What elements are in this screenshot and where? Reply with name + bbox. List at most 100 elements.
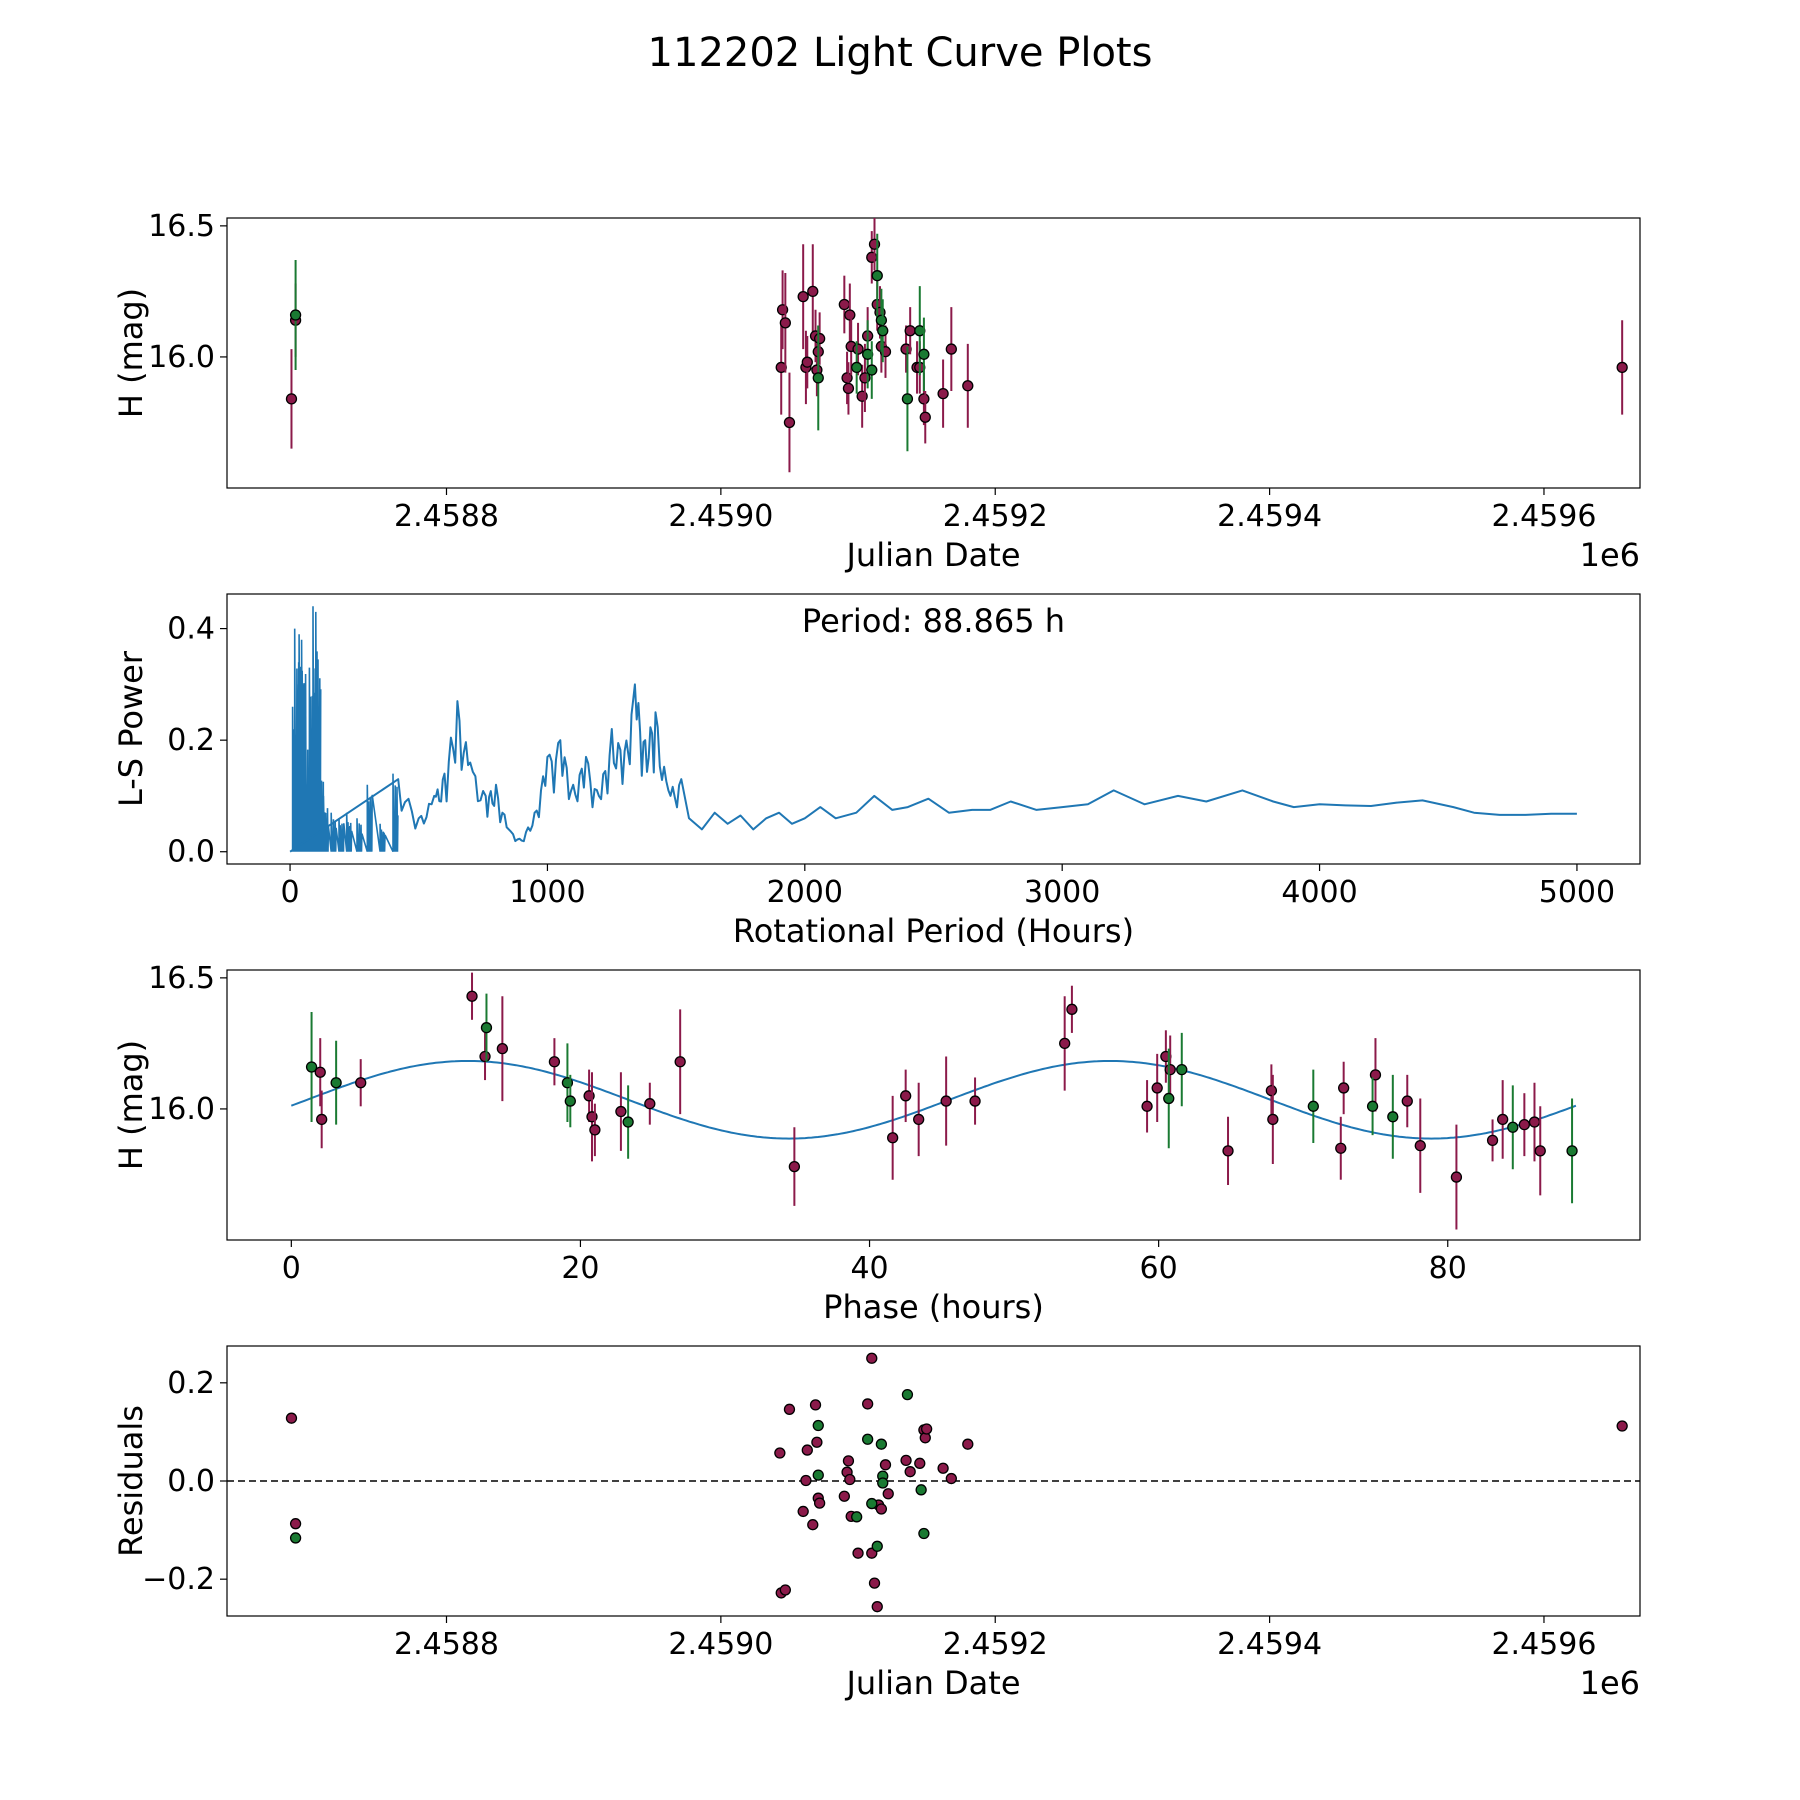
x-axis-label: Julian Date: [844, 536, 1020, 574]
data-point-magenta: [589, 1124, 601, 1136]
data-point-green: [901, 393, 914, 405]
data-point-magenta: [285, 1412, 298, 1424]
x-tick-label: 2.4594: [1217, 499, 1322, 534]
data-point-magenta: [844, 1473, 856, 1486]
data-point-magenta: [919, 411, 931, 423]
y-tick-label: 0.2: [167, 723, 215, 758]
data-point-magenta: [813, 1497, 826, 1509]
data-point-green: [305, 1061, 318, 1073]
data-point-green: [851, 361, 863, 374]
data-point-magenta: [852, 343, 864, 355]
x-tick-label: 20: [561, 1251, 599, 1286]
data-point-green: [851, 1511, 863, 1523]
data-point-magenta: [914, 1457, 926, 1469]
data-point-magenta: [289, 1518, 302, 1530]
y-tick-label: 0.0: [167, 1464, 215, 1499]
y-axis-label: H (mag): [112, 1040, 150, 1170]
data-point-magenta: [788, 1160, 801, 1173]
data-point-magenta: [887, 1132, 899, 1144]
x-tick-label: 2.4592: [943, 499, 1048, 534]
data-point-magenta: [809, 1399, 822, 1411]
x-tick-label: 2.4588: [394, 1627, 499, 1662]
data-point-magenta: [852, 1547, 864, 1559]
data-point-magenta: [904, 1466, 916, 1478]
data-point-magenta: [868, 1577, 881, 1589]
data-point-magenta: [355, 1077, 367, 1089]
x-tick-label: 2.4592: [943, 1627, 1048, 1662]
data-point-magenta: [1528, 1116, 1541, 1128]
data-point-green: [901, 1388, 914, 1401]
x-tick-label: 0: [281, 875, 300, 910]
data-point-magenta: [779, 1584, 791, 1596]
data-point-magenta: [1265, 1084, 1278, 1097]
x-tick-label: 60: [1140, 1251, 1178, 1286]
data-point-magenta: [1486, 1134, 1499, 1147]
data-point-magenta: [811, 1436, 823, 1448]
data-point-magenta: [969, 1095, 981, 1107]
light-curve-panel: 2.4588 2.4590 2.4592 2.4594 2.4596 16.0 16.5 Ju…: [112, 209, 1641, 574]
data-point-green: [877, 325, 889, 337]
data-point-magenta: [945, 1472, 957, 1485]
data-point-magenta: [1151, 1082, 1163, 1094]
data-point-magenta: [879, 1459, 892, 1471]
data-point-green: [1366, 1100, 1379, 1112]
data-point-magenta: [1414, 1139, 1426, 1152]
data-point-green: [812, 372, 824, 384]
data-point-magenta: [1450, 1171, 1463, 1183]
data-point-magenta: [838, 1490, 850, 1502]
data-point-green: [812, 1419, 824, 1432]
data-point-green: [1387, 1111, 1399, 1123]
data-point-magenta: [779, 317, 791, 329]
data-point-magenta: [674, 1056, 686, 1068]
data-point-magenta: [871, 1601, 883, 1613]
period-annotation: Period: 88.865 h: [802, 602, 1065, 640]
x-axis-label: Julian Date: [844, 1664, 1020, 1702]
plot-area: [227, 1352, 1640, 1613]
data-point-green: [871, 1540, 883, 1552]
data-point-green: [875, 1438, 888, 1450]
data-point-magenta: [1059, 1037, 1071, 1050]
data-point-magenta: [904, 325, 916, 337]
x-tick-label: 2.4590: [668, 499, 773, 534]
y-tick-label: 0.4: [167, 612, 215, 647]
data-point-green: [289, 1532, 302, 1544]
x-tick-label: 2.4590: [668, 1627, 773, 1662]
data-point-magenta: [783, 1403, 796, 1415]
data-point-magenta: [1401, 1095, 1413, 1107]
x-tick-label: 0: [282, 1251, 301, 1286]
y-tick-label: 16.0: [148, 340, 215, 375]
data-point-magenta: [842, 382, 855, 395]
data-point-magenta: [783, 416, 796, 429]
data-point-magenta: [918, 393, 930, 405]
x-tick-label: 2.4596: [1491, 1627, 1596, 1662]
data-point-magenta: [842, 1455, 855, 1467]
data-point-green: [1507, 1121, 1519, 1133]
x-axis-label: Rotational Period (Hours): [733, 912, 1134, 950]
data-point-magenta: [813, 332, 826, 345]
data-point-magenta: [285, 393, 298, 405]
y-tick-label: 0.0: [167, 835, 215, 870]
data-point-green: [866, 1497, 878, 1510]
x-tick-label: 2.4588: [394, 499, 499, 534]
figure-title: 112202 Light Curve Plots: [648, 30, 1153, 76]
y-axis-label: Residuals: [112, 1405, 150, 1557]
y-tick-label: 0.2: [167, 1366, 215, 1401]
data-point-green: [915, 1484, 927, 1496]
x-tick-label: 40: [850, 1251, 888, 1286]
data-point-green: [866, 364, 878, 376]
x-offset-label: 1e6: [1580, 536, 1640, 574]
data-point-magenta: [862, 1398, 874, 1410]
data-point-magenta: [800, 1474, 812, 1487]
plot-area: [285, 218, 1628, 473]
data-point-magenta: [1335, 1142, 1347, 1154]
data-point-green: [875, 314, 888, 326]
periodogram-forest: [291, 606, 399, 853]
data-point-magenta: [615, 1105, 627, 1118]
x-tick-label: 2000: [767, 875, 843, 910]
data-point-green: [1566, 1145, 1578, 1157]
data-point-magenta: [844, 309, 856, 321]
data-point-magenta: [1141, 1100, 1153, 1112]
data-point-magenta: [644, 1098, 656, 1110]
data-point-green: [289, 309, 302, 321]
